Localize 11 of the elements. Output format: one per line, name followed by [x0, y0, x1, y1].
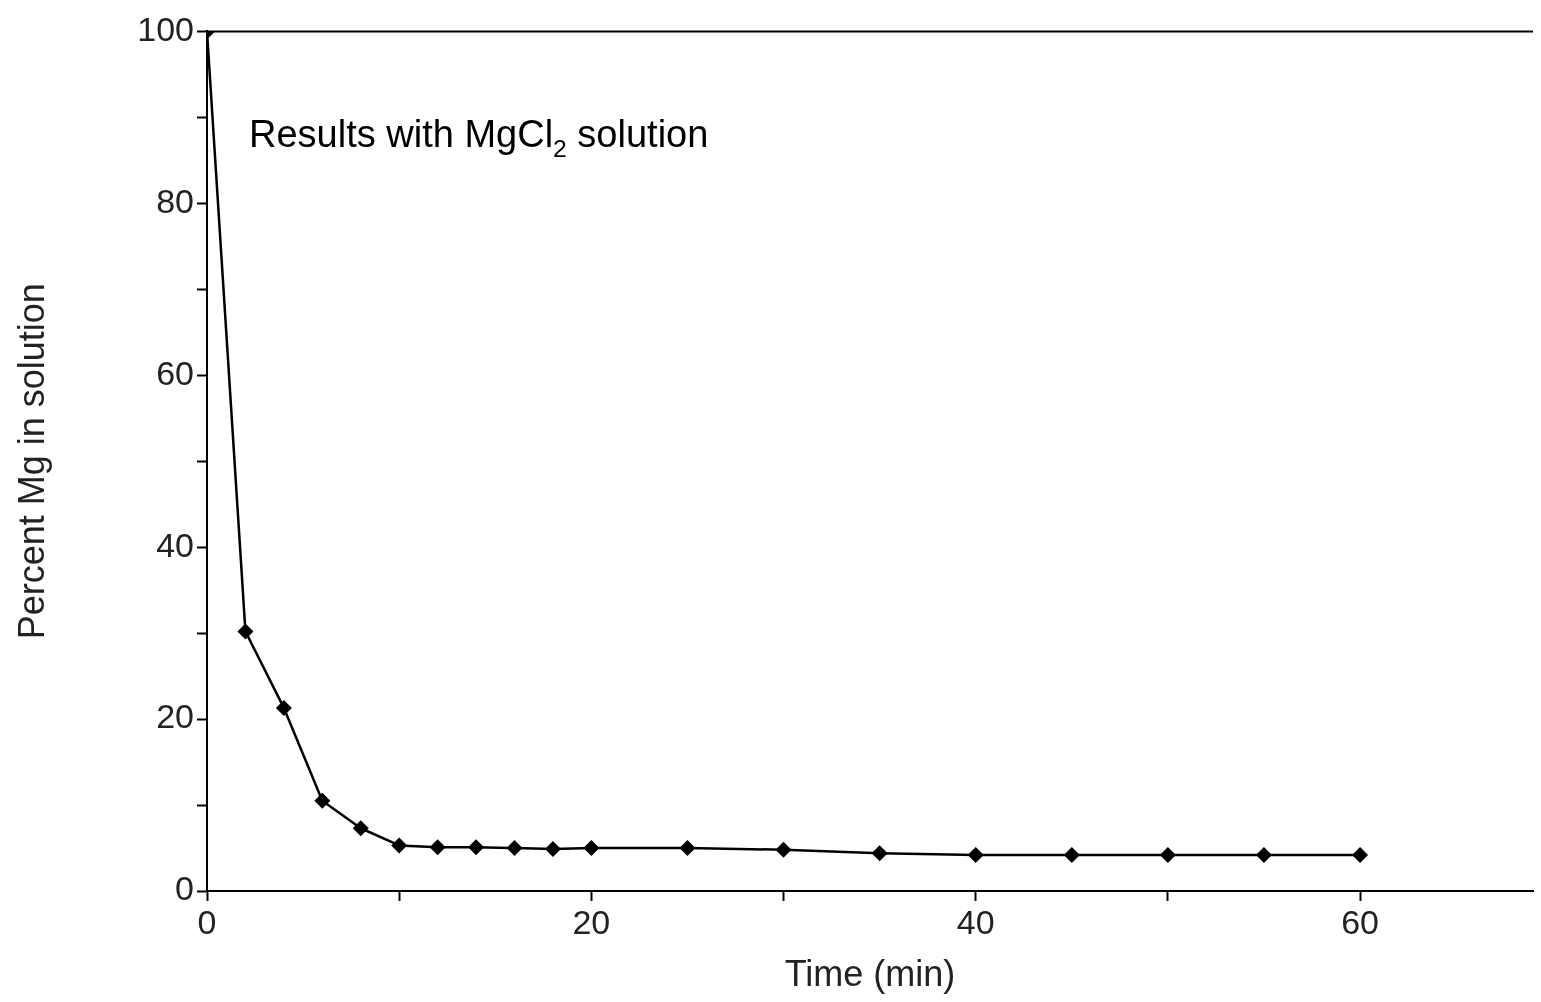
y-tick-label: 20 — [156, 697, 194, 736]
y-tick-label: 60 — [156, 353, 194, 392]
x-tick-label: 60 — [1341, 902, 1379, 941]
y-tick-label: 40 — [156, 525, 194, 564]
x-tick-label: 40 — [956, 902, 995, 941]
x-axis-title: Time (min) — [784, 953, 956, 995]
y-tick-label: 0 — [175, 869, 194, 908]
y-tick-label: 100 — [137, 9, 194, 48]
y-tick-label: 80 — [156, 181, 194, 220]
y-axis-title: Percent Mg in solution — [10, 283, 52, 640]
x-tick-label: 20 — [572, 902, 611, 941]
